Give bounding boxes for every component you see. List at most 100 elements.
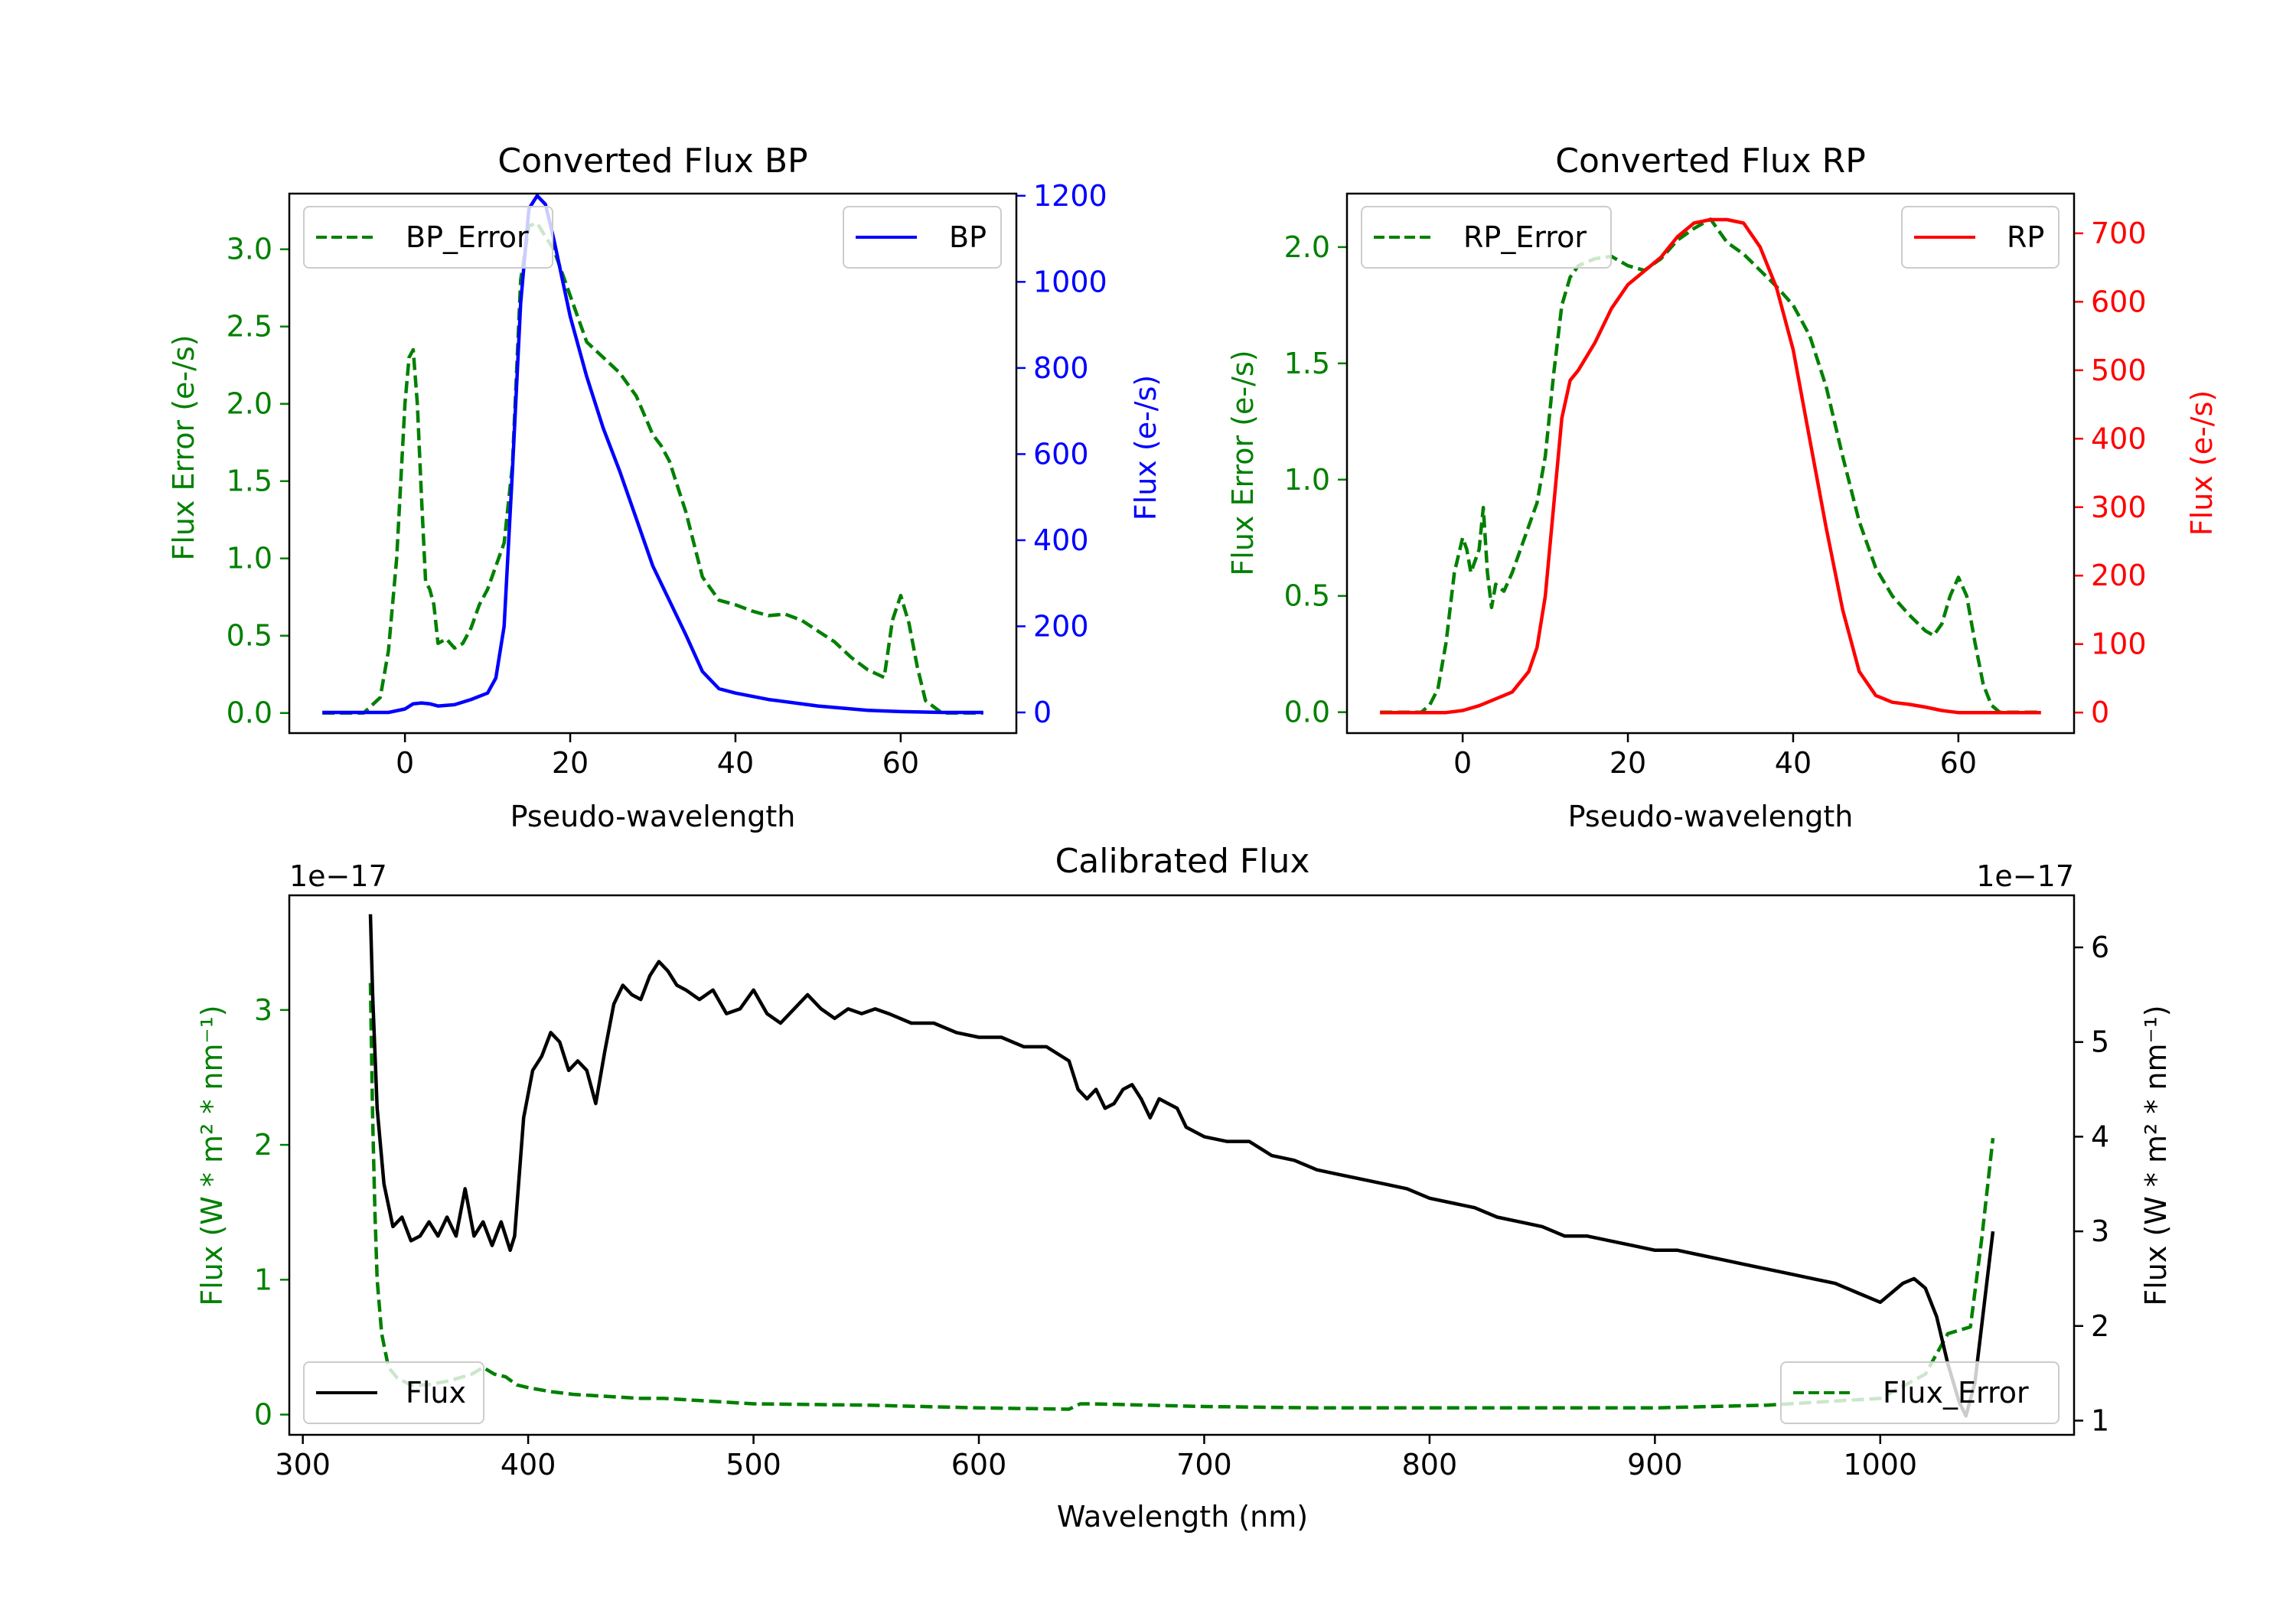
series-line-bp [322,194,983,715]
legend-label: BP_Error [406,220,529,254]
x-tick-label: 0 [1453,746,1472,780]
axes-frame [1345,192,2076,735]
legend-bp-error: BP_Error [303,206,553,269]
legend-flux: Flux [303,1361,484,1424]
x-tick-label: 400 [501,1448,556,1482]
series-line-rp [1380,217,2041,715]
x-tick-label: 900 [1627,1448,1683,1482]
axes-frame [288,894,2076,1436]
left-y-tick-label: 2.0 [1284,230,1330,264]
x-tick-label: 40 [717,746,754,780]
right-y-tick-label: 300 [2091,491,2147,524]
legend-box [1780,1361,2060,1424]
x-axis-label: Wavelength (nm) [1057,1500,1308,1534]
left-y-tick-label: 2 [254,1128,272,1162]
right-y-tick-label: 400 [2091,422,2147,455]
x-axis-label: Pseudo-wavelength [1568,800,1854,833]
x-tick-label: 700 [1176,1448,1232,1482]
left-y-axis-label: Flux Error (e-/s) [167,334,201,560]
right-y-tick-label: 5 [2091,1025,2109,1059]
right-y-tick-label: 400 [1033,523,1089,557]
left-y-tick-label: 0 [254,1398,272,1432]
left-y-tick-label: 1.0 [227,542,272,575]
chart-calibrated-flux: Calibrated Flux Wavelength (nm) Flux (W … [195,842,2173,1534]
legend-rp: RP [1901,206,2060,269]
right-y-tick-label: 200 [1033,609,1089,643]
x-axis-label: Pseudo-wavelength [510,800,796,833]
right-y-tick-label: 2 [2091,1309,2109,1343]
legend-box [303,206,553,269]
right-y-tick-label: 600 [2091,285,2147,318]
chart-title: Converted Flux RP [1555,142,1866,181]
right-y-tick-label: 600 [1033,437,1089,471]
ticks: 0 20 40 60 0.0 0.5 1.0 1.5 2.0 0 100 200 300 400 500 60… [1284,217,2147,780]
legend-label: RP_Error [1463,220,1587,254]
x-tick-label: 600 [951,1448,1007,1482]
chart-converted-flux-rp: Converted Flux RP Pseudo-wavelength Flux… [1226,142,2219,833]
x-tick-label: 0 [396,746,414,780]
legend-label: BP [949,220,987,254]
ticks: 300 400 500 600 700 800 900 1000 0 1 2 3 1 2 3 4 5 6 [254,931,2109,1482]
legend-box [1361,206,1612,269]
left-y-axis-label: Flux (W * m² * nm⁻¹) [195,1005,229,1305]
x-tick-label: 1000 [1843,1448,1917,1482]
right-y-tick-label: 1000 [1033,265,1107,298]
x-tick-label: 500 [726,1448,781,1482]
axes-frame [288,192,1018,735]
right-y-tick-label: 3 [2091,1214,2109,1248]
legend-bp: BP [843,206,1002,269]
left-offset-label: 1e−17 [289,859,387,893]
legend-rp-error: RP_Error [1361,206,1612,269]
legend-box [843,206,1002,269]
chart-converted-flux-bp: Converted Flux BP Pseudo-wavelength Flux… [167,142,1163,833]
left-y-tick-label: 0.0 [1284,696,1330,729]
chart-title: Calibrated Flux [1055,842,1310,881]
right-y-tick-label: 0 [1033,696,1052,729]
right-y-axis-label: Flux (W * m² * nm⁻¹) [2139,1005,2173,1305]
right-y-tick-label: 200 [2091,559,2147,592]
left-y-tick-label: 0.5 [1284,579,1330,613]
left-y-tick-label: 2.5 [227,310,272,344]
chart-title: Converted Flux BP [497,142,807,181]
x-tick-label: 20 [552,746,589,780]
right-y-tick-label: 1 [2091,1403,2109,1437]
right-y-tick-label: 6 [2091,931,2109,964]
right-y-tick-label: 700 [2091,217,2147,250]
legend-flux-error: Flux_Error [1780,1361,2060,1424]
right-y-tick-label: 1200 [1033,179,1107,213]
legend-label: Flux [406,1376,466,1410]
right-y-tick-label: 500 [2091,354,2147,387]
left-y-tick-label: 1.5 [227,464,272,498]
right-y-tick-label: 0 [2091,696,2109,729]
series-group [1380,217,2041,715]
right-y-tick-label: 800 [1033,351,1089,385]
left-y-tick-label: 3 [254,993,272,1027]
left-y-tick-label: 1.0 [1284,463,1330,497]
x-tick-label: 40 [1775,746,1812,780]
right-offset-label: 1e−17 [1976,859,2074,893]
right-y-tick-label: 100 [2091,627,2147,661]
right-y-tick-label: 4 [2091,1120,2109,1153]
ticks: 0 20 40 60 0.0 0.5 1.0 1.5 2.0 2.5 3.0 0 200 400 600 80… [227,179,1107,780]
legend-box [1901,206,2060,269]
left-y-tick-label: 1.5 [1284,347,1330,380]
left-y-tick-label: 2.0 [227,387,272,421]
series-group [322,194,983,715]
left-y-tick-label: 3.0 [227,233,272,266]
x-tick-label: 60 [882,746,919,780]
legend-label: Flux_Error [1883,1376,2029,1410]
x-tick-label: 800 [1402,1448,1458,1482]
x-tick-label: 60 [1940,746,1977,780]
right-y-axis-label: Flux (e-/s) [2185,390,2219,536]
legend-label: RP [2007,220,2044,254]
x-tick-label: 20 [1609,746,1646,780]
legend-box [303,1361,484,1424]
series-line-rp-error [1380,217,2041,714]
left-y-axis-label: Flux Error (e-/s) [1226,350,1260,575]
x-tick-label: 300 [275,1448,331,1482]
left-y-tick-label: 0.0 [227,696,272,730]
left-y-tick-label: 1 [254,1263,272,1296]
series-line-flux [368,914,1995,1418]
right-y-axis-label: Flux (e-/s) [1129,375,1163,520]
